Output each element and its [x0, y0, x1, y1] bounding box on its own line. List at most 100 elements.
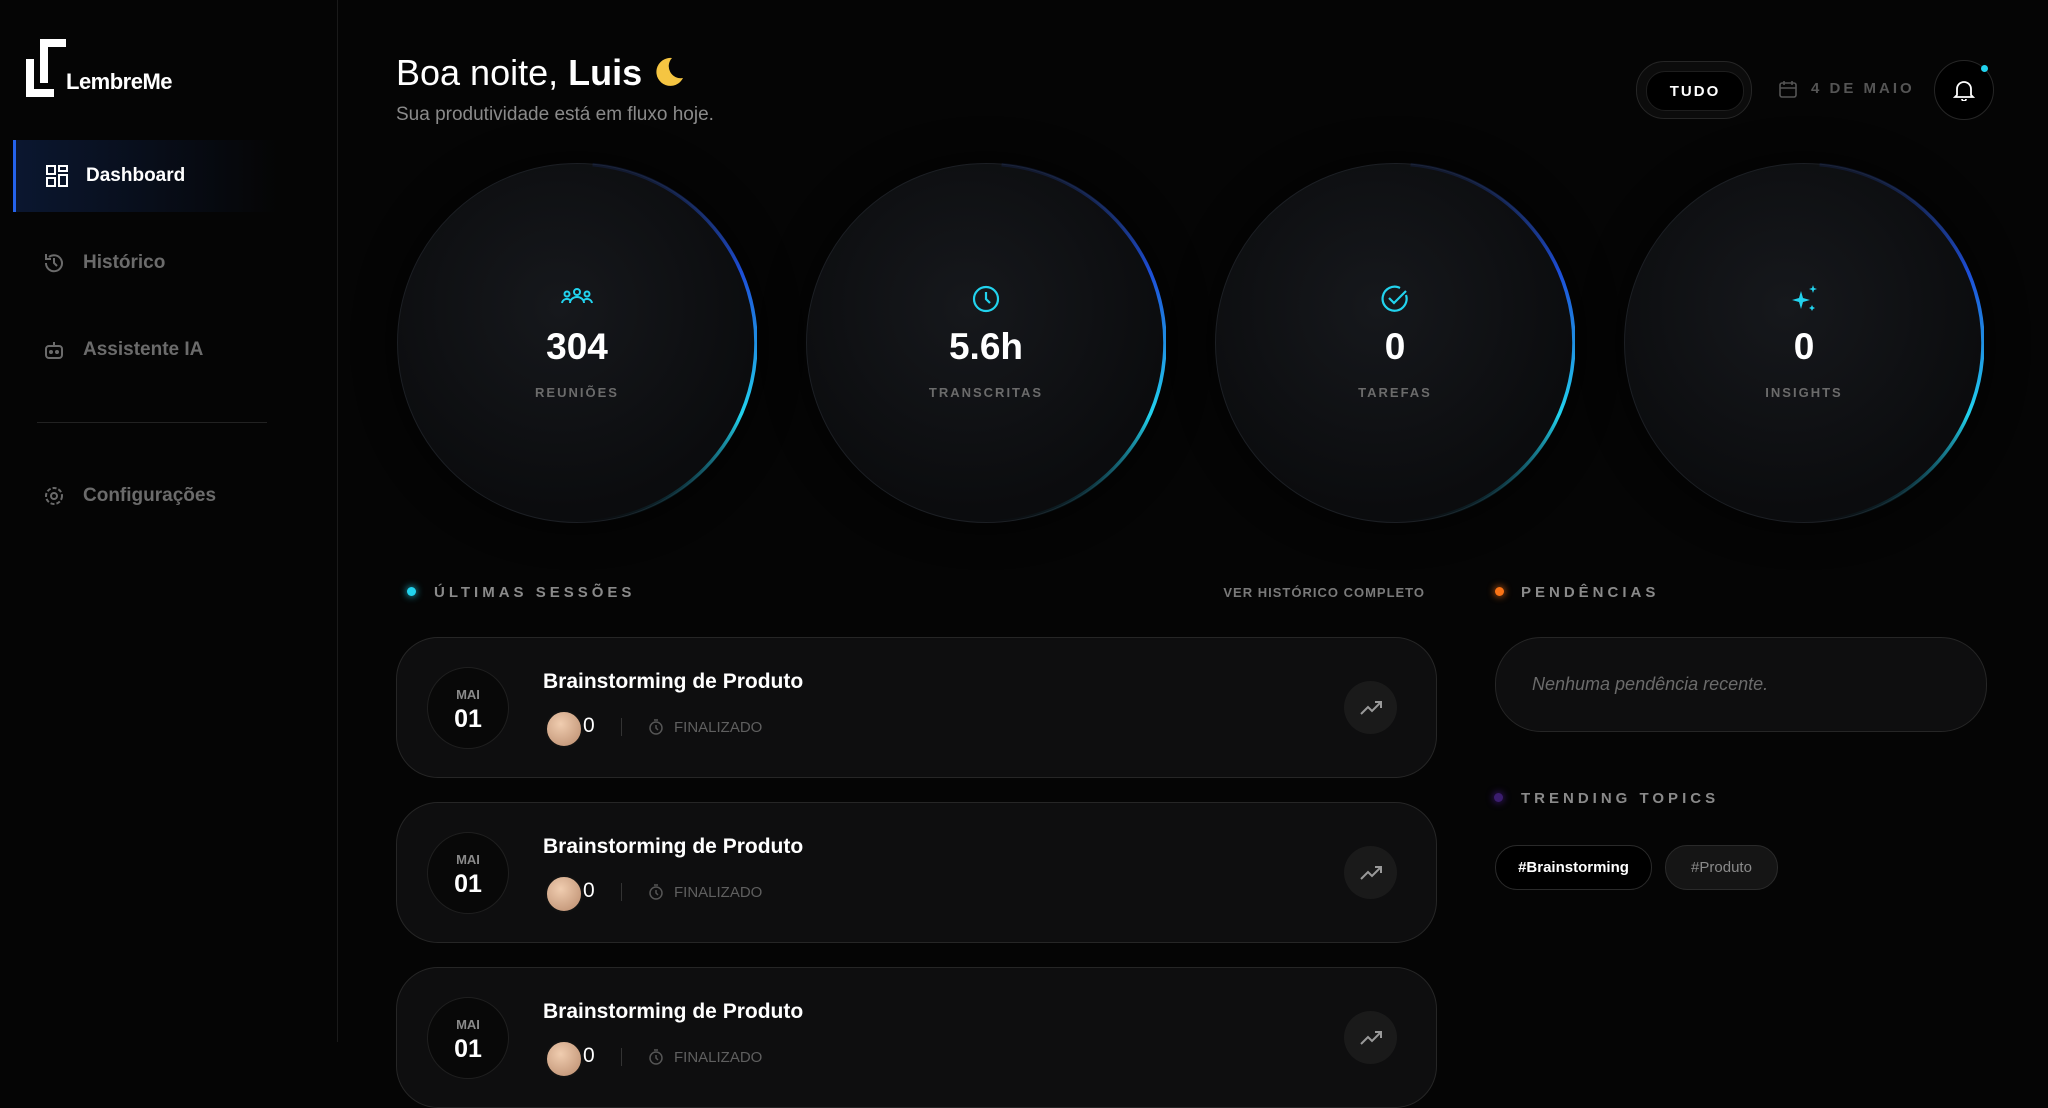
nav-item[interactable]: Assistente IA [13, 314, 274, 386]
topic-tag[interactable]: #Brainstorming [1495, 845, 1652, 890]
nav-item[interactable]: Configurações [13, 460, 274, 532]
trend-icon [1360, 866, 1382, 880]
stat-icon [561, 288, 593, 304]
stat-arc [970, 163, 1166, 523]
section-title: PENDÊNCIAS [1521, 584, 1660, 601]
stat-value: 0 [1384, 326, 1406, 367]
bell-icon [1953, 81, 1975, 101]
stat-card: 5.6h TRANSCRITAS [806, 163, 1166, 523]
nav-icon [45, 487, 63, 505]
stat-label: TAREFAS [1358, 385, 1432, 400]
date-badge: MAI 01 [427, 667, 509, 749]
filter-button[interactable]: TUDO [1646, 71, 1744, 111]
date-badge: MAI 01 [427, 997, 509, 1079]
participant-count: 0 [583, 1044, 595, 1067]
stat-value: 0 [1793, 326, 1815, 367]
session-card[interactable]: MAI 01 Brainstorming de Produto 0 FINALI… [396, 967, 1437, 1108]
stat-card: 304 REUNIÕES [397, 163, 757, 523]
sidebar: LembreMe Dashboard Histórico Assistente … [0, 0, 338, 1042]
date-badge: MAI 01 [427, 832, 509, 914]
stat-card: 0 TAREFAS [1215, 163, 1575, 523]
clock-icon [649, 884, 663, 900]
nav-item[interactable]: Histórico [13, 227, 274, 299]
pending-box: Nenhuma pendência recente. [1495, 637, 1987, 732]
greeting: Boa noite, Luis [396, 52, 686, 94]
topic-tag[interactable]: #Produto [1665, 845, 1778, 890]
insight-button[interactable] [1344, 681, 1397, 734]
clock-icon [649, 1049, 663, 1065]
avatar [545, 875, 583, 913]
session-month: MAI [456, 1017, 480, 1032]
moon-icon [656, 57, 684, 86]
stat-icon [972, 285, 1000, 313]
session-status: FINALIZADO [674, 884, 763, 901]
nav-divider [37, 422, 267, 423]
stat-value: 304 [546, 326, 608, 367]
session-status: FINALIZADO [674, 719, 763, 736]
session-card[interactable]: MAI 01 Brainstorming de Produto 0 FINALI… [396, 637, 1437, 778]
stat-card: 0 INSIGHTS [1624, 163, 1984, 523]
session-day: 01 [454, 705, 482, 733]
stat-icon [1381, 285, 1408, 312]
session-card[interactable]: MAI 01 Brainstorming de Produto 0 FINALI… [396, 802, 1437, 943]
stat-ring [806, 163, 1166, 523]
nav-icon [44, 254, 63, 273]
stat-label: REUNIÕES [535, 385, 619, 400]
divider [621, 1048, 622, 1066]
stat-ring [1624, 163, 1984, 523]
page: LembreMe Dashboard {"brand":"LembreMe", … [0, 0, 1994, 1108]
trend-icon [1360, 701, 1382, 715]
logo-icon [26, 39, 66, 97]
trend-icon [1360, 1031, 1382, 1045]
session-day: 01 [454, 1035, 482, 1063]
stat-ring [397, 163, 757, 523]
pending-empty: Nenhuma pendência recente. [1532, 674, 1769, 694]
session-title: Brainstorming de Produto [543, 1000, 804, 1023]
session-month: MAI [456, 687, 480, 702]
nav-label: Configurações [83, 485, 217, 506]
stat-arc [1788, 163, 1984, 523]
stat-label: INSIGHTS [1765, 385, 1843, 400]
stat-value: 5.6h [948, 326, 1024, 367]
session-title: Brainstorming de Produto [543, 670, 804, 693]
stat-arc [561, 163, 757, 523]
session-status: FINALIZADO [674, 1049, 763, 1066]
session-title: Brainstorming de Produto [543, 835, 804, 858]
nav-item[interactable]: Dashboard [13, 140, 277, 212]
subtitle: Sua produtividade está em fluxo hoje. [396, 104, 714, 125]
stat-icon [1792, 285, 1817, 311]
avatar [545, 1040, 583, 1078]
section-dot [1494, 793, 1503, 802]
nav-label: Assistente IA [83, 339, 204, 360]
notification-dot [1981, 65, 1988, 72]
history-link[interactable]: VER HISTÓRICO COMPLETO [1223, 585, 1425, 600]
participant-count: 0 [583, 879, 595, 902]
divider [621, 718, 622, 736]
nav-icon [45, 342, 63, 359]
stat-label: TRANSCRITAS [928, 385, 1044, 400]
notification-button[interactable] [1934, 60, 1994, 120]
section-title: ÚLTIMAS SESSÕES [434, 584, 636, 601]
stat-arc [1379, 163, 1575, 523]
nav-label: Histórico [83, 252, 166, 273]
session-month: MAI [456, 852, 480, 867]
session-day: 01 [454, 870, 482, 898]
section-title: TRENDING TOPICS [1521, 790, 1720, 807]
section-dot [407, 587, 416, 596]
user-name: Luis [568, 52, 643, 93]
section-dot [1495, 587, 1504, 596]
divider [621, 883, 622, 901]
brand-name: LembreMe [66, 69, 173, 94]
dashboard: LembreMe Dashboard Histórico Assistente … [0, 0, 1994, 1108]
date-label: 4 DE MAIO [1811, 80, 1915, 97]
insight-button[interactable] [1344, 1011, 1397, 1064]
participant-count: 0 [583, 714, 595, 737]
greeting-text: Boa noite, [396, 52, 559, 93]
nav-label: Dashboard [86, 165, 186, 186]
avatar [545, 710, 583, 748]
calendar-icon [1779, 81, 1797, 98]
stat-ring [1215, 163, 1575, 523]
nav-icon [46, 165, 68, 187]
insight-button[interactable] [1344, 846, 1397, 899]
filter-container: TUDO [1636, 61, 1752, 119]
